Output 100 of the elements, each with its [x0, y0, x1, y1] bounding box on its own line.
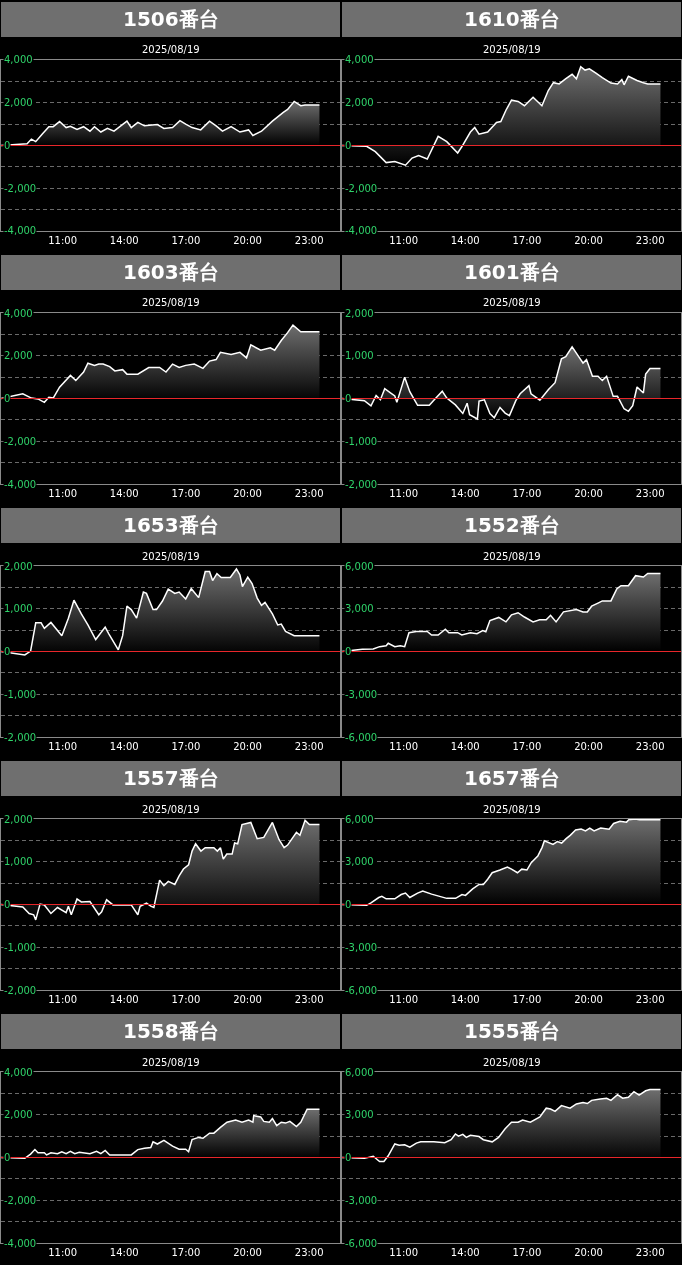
y-tick-label: 6,000: [345, 561, 374, 572]
y-tick-label: 1,000: [4, 856, 33, 867]
x-tick-label: 17:00: [512, 488, 542, 499]
y-tick-label: 4,000: [4, 54, 33, 65]
y-tick-label: 2,000: [4, 97, 33, 108]
x-tick-label: 17:00: [512, 994, 542, 1005]
x-tick-label: 23:00: [294, 235, 324, 246]
x-tick-label: 11:00: [389, 235, 419, 246]
x-tick-label: 17:00: [171, 741, 201, 752]
y-tick-label: -4,000: [4, 225, 37, 236]
x-tick-label: 14:00: [109, 488, 139, 499]
y-tick-label: 0: [4, 899, 11, 910]
y-tick-label: 3,000: [345, 1109, 374, 1120]
y-tick-label: 0: [4, 1152, 11, 1163]
y-tick-label: -2,000: [4, 436, 37, 447]
y-tick-label: 0: [345, 140, 352, 151]
y-tick-label: 0: [345, 646, 352, 657]
x-tick-label: 20:00: [233, 741, 262, 752]
y-tick-label: 2,000: [4, 561, 33, 572]
chart-subtitle: 2025/08/19: [142, 551, 200, 562]
chart-title: 1657番台: [464, 766, 560, 790]
x-tick-label: 20:00: [233, 1247, 262, 1258]
chart-subtitle: 2025/08/19: [483, 44, 541, 55]
x-tick-label: 11:00: [389, 488, 419, 499]
x-tick-label: 14:00: [109, 1247, 139, 1258]
y-tick-label: -2,000: [4, 1195, 37, 1206]
chart-title: 1653番台: [123, 513, 219, 537]
x-tick-label: 11:00: [48, 488, 78, 499]
x-tick-label: 20:00: [574, 994, 603, 1005]
y-tick-label: -2,000: [345, 479, 378, 490]
y-tick-label: 4,000: [4, 1067, 33, 1078]
x-tick-label: 17:00: [171, 1247, 201, 1258]
chart-title: 1557番台: [123, 766, 219, 790]
y-tick-label: -4,000: [4, 479, 37, 490]
x-tick-label: 17:00: [171, 994, 201, 1005]
chart-subtitle: 2025/08/19: [483, 1057, 541, 1068]
x-tick-label: 23:00: [635, 1247, 665, 1258]
y-tick-label: 0: [345, 899, 352, 910]
y-tick-label: -3,000: [345, 689, 378, 700]
x-tick-label: 17:00: [512, 741, 542, 752]
x-tick-label: 23:00: [294, 1247, 324, 1258]
x-tick-label: 14:00: [450, 994, 480, 1005]
x-tick-label: 11:00: [48, 235, 78, 246]
y-tick-label: 2,000: [4, 814, 33, 825]
x-tick-label: 23:00: [635, 994, 665, 1005]
x-tick-label: 20:00: [233, 235, 262, 246]
x-tick-label: 23:00: [294, 741, 324, 752]
x-tick-label: 20:00: [233, 488, 262, 499]
x-tick-label: 14:00: [109, 994, 139, 1005]
x-tick-label: 23:00: [635, 488, 665, 499]
y-tick-label: -4,000: [345, 225, 378, 236]
y-tick-label: 6,000: [345, 1067, 374, 1078]
x-tick-label: 23:00: [635, 235, 665, 246]
chart-subtitle: 2025/08/19: [142, 297, 200, 308]
y-tick-label: -3,000: [345, 1195, 378, 1206]
y-tick-label: 2,000: [345, 97, 374, 108]
y-tick-label: 2,000: [4, 350, 33, 361]
chart-subtitle: 2025/08/19: [142, 44, 200, 55]
x-tick-label: 14:00: [450, 235, 480, 246]
y-tick-label: -2,000: [4, 985, 37, 996]
chart-title: 1552番台: [464, 513, 560, 537]
y-tick-label: 0: [4, 646, 11, 657]
chart-title: 1610番台: [464, 7, 560, 31]
y-tick-label: 3,000: [345, 603, 374, 614]
y-tick-label: 0: [345, 393, 352, 404]
y-tick-label: -1,000: [4, 689, 37, 700]
y-tick-label: -1,000: [4, 942, 37, 953]
chart-subtitle: 2025/08/19: [142, 1057, 200, 1068]
x-tick-label: 20:00: [233, 994, 262, 1005]
y-tick-label: -2,000: [345, 183, 378, 194]
x-tick-label: 14:00: [109, 741, 139, 752]
x-tick-label: 11:00: [48, 741, 78, 752]
chart-subtitle: 2025/08/19: [483, 804, 541, 815]
x-tick-label: 11:00: [389, 741, 419, 752]
y-tick-label: 2,000: [4, 1109, 33, 1120]
x-tick-label: 14:00: [450, 488, 480, 499]
chart-title: 1555番台: [464, 1019, 560, 1043]
x-tick-label: 11:00: [48, 1247, 78, 1258]
chart-subtitle: 2025/08/19: [483, 551, 541, 562]
y-tick-label: 2,000: [345, 308, 374, 319]
y-tick-label: 3,000: [345, 856, 374, 867]
x-tick-label: 20:00: [574, 741, 603, 752]
chart-title: 1601番台: [464, 260, 560, 284]
y-tick-label: 1,000: [345, 350, 374, 361]
x-tick-label: 14:00: [450, 1247, 480, 1258]
x-tick-label: 11:00: [389, 994, 419, 1005]
y-tick-label: 0: [4, 140, 11, 151]
x-tick-label: 11:00: [48, 994, 78, 1005]
y-tick-label: -2,000: [4, 732, 37, 743]
y-tick-label: 0: [4, 393, 11, 404]
x-tick-label: 11:00: [389, 1247, 419, 1258]
y-tick-label: 4,000: [345, 54, 374, 65]
y-tick-label: -1,000: [345, 436, 378, 447]
chart-title: 1558番台: [123, 1019, 219, 1043]
y-tick-label: -6,000: [345, 985, 378, 996]
x-tick-label: 17:00: [512, 1247, 542, 1258]
y-tick-label: 1,000: [4, 603, 33, 614]
chart-subtitle: 2025/08/19: [483, 297, 541, 308]
x-tick-label: 17:00: [512, 235, 542, 246]
x-tick-label: 23:00: [294, 994, 324, 1005]
